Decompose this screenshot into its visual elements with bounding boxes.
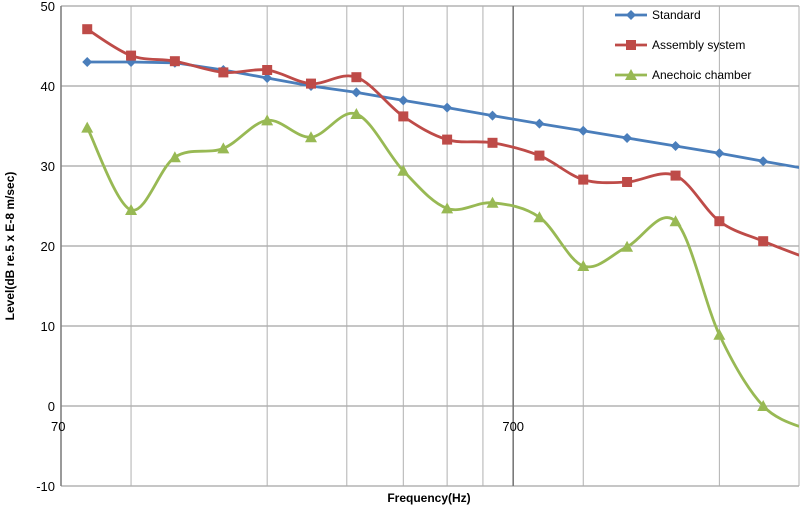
data-point [168, 151, 181, 163]
data-point [217, 142, 230, 154]
data-point [169, 56, 180, 67]
legend-item: Standard [615, 8, 701, 22]
data-point [757, 400, 770, 411]
data-point [398, 95, 409, 106]
y-tick-label: 10 [41, 319, 55, 334]
data-point [578, 125, 589, 136]
data-point [304, 131, 317, 143]
data-point [621, 240, 634, 252]
data-point [577, 260, 590, 271]
data-point [351, 87, 362, 98]
data-point [442, 102, 453, 113]
data-point [534, 118, 545, 129]
legend: Standard Assembly system Anechoic chamber [615, 8, 751, 82]
data-point [713, 328, 726, 340]
series-group [81, 24, 799, 428]
series-line [85, 111, 799, 428]
data-point [351, 72, 362, 83]
legend-item: Anechoic chamber [615, 68, 751, 82]
y-axis-label: Level(dB re.5 x E-8 m/sec) [3, 172, 17, 321]
data-point [126, 50, 137, 61]
y-tick-label: 30 [41, 159, 55, 174]
y-tick-label: 40 [41, 79, 55, 94]
data-point [622, 133, 633, 143]
data-point [669, 215, 682, 227]
data-point [441, 202, 454, 214]
data-point [305, 78, 316, 89]
data-point [262, 65, 273, 75]
data-point [82, 57, 93, 67]
data-point [397, 164, 410, 176]
x-axis-ticks: 70 700 [51, 419, 524, 434]
x-tick-label: 700 [502, 419, 524, 434]
legend-marker [626, 40, 636, 50]
data-point [398, 111, 409, 122]
series-assembly-system [82, 24, 799, 257]
data-point [714, 148, 725, 159]
data-point [714, 216, 725, 227]
data-point [670, 141, 681, 151]
data-point [578, 174, 589, 185]
series-clip [81, 24, 799, 428]
x-axis-label: Frequency(Hz) [387, 491, 470, 505]
y-tick-label: -10 [36, 479, 55, 494]
data-point [533, 211, 546, 223]
legend-label: Anechoic chamber [652, 68, 751, 82]
legend-label: Standard [652, 8, 701, 22]
y-tick-label: 50 [41, 0, 55, 14]
data-point [442, 134, 453, 145]
data-point [486, 196, 499, 208]
data-point [350, 108, 363, 119]
data-point [534, 150, 545, 161]
data-point [487, 137, 498, 148]
data-point [262, 73, 273, 83]
data-point [487, 110, 498, 121]
y-tick-label: 0 [48, 399, 55, 414]
data-point [125, 204, 138, 215]
data-point [758, 236, 769, 247]
y-axis-ticks: -10 0 10 20 30 40 50 [36, 0, 55, 494]
data-point [81, 121, 94, 133]
data-point [670, 170, 681, 181]
series-anechoic-chamber [81, 108, 799, 428]
data-point [622, 177, 633, 187]
data-point [82, 24, 93, 35]
legend-marker [626, 10, 636, 20]
grid [60, 5, 800, 487]
data-point [261, 114, 274, 126]
legend-marker [625, 69, 637, 80]
legend-item: Assembly system [615, 38, 745, 52]
x-tick-label: 70 [51, 419, 65, 434]
data-point [758, 156, 769, 167]
data-point [218, 67, 229, 78]
y-tick-label: 20 [41, 239, 55, 254]
legend-label: Assembly system [652, 38, 745, 52]
